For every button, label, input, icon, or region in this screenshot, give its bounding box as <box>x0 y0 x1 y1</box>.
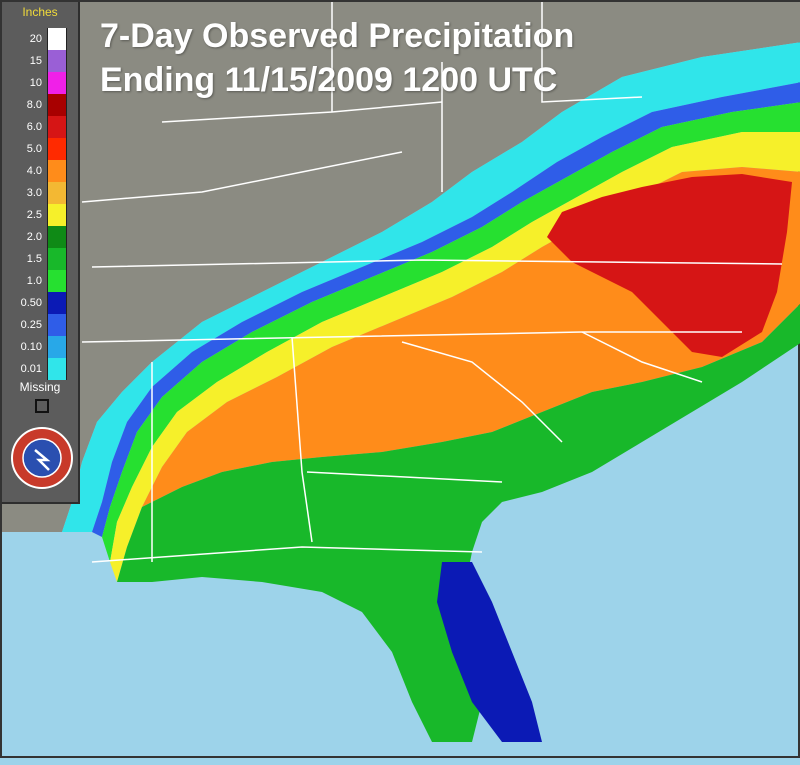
legend-row-label: 10 <box>29 77 42 89</box>
precip-band-0.01 <box>62 42 800 532</box>
legend-row-label: 1.5 <box>26 253 42 265</box>
legend-row-label: 20 <box>29 33 42 45</box>
legend-row-label: 0.10 <box>20 341 42 353</box>
legend-panel: Inches 20 15 10 8.0 6.0 5.0 4.0 3.0 2.5 2.0 1.5 1.0… <box>2 2 80 504</box>
legend-row: 20 <box>2 28 78 50</box>
legend-row-label: 0.25 <box>20 319 42 331</box>
legend-row-label: 0.01 <box>20 363 42 375</box>
legend-row: 2.0 <box>2 226 78 248</box>
precip-band-6.0 <box>547 174 792 357</box>
legend-row: 0.25 <box>2 314 78 336</box>
legend-row: 0.10 <box>2 336 78 358</box>
legend-row: 0.50 <box>2 292 78 314</box>
legend-units: Inches <box>22 5 58 19</box>
legend-row: 5.0 <box>2 138 78 160</box>
legend-row-swatch <box>47 248 67 270</box>
legend-row: 8.0 <box>2 94 78 116</box>
land-base <box>2 2 800 532</box>
state-borders <box>81 2 783 563</box>
legend-row-swatch <box>47 314 67 336</box>
precip-band-1.5 <box>117 304 800 742</box>
legend-row-swatch <box>47 50 67 72</box>
legend-row: 0.01 <box>2 358 78 380</box>
legend-row-label: 8.0 <box>26 99 42 111</box>
missing-swatch <box>35 399 49 413</box>
legend-row: 15 <box>2 50 78 72</box>
map-title-line1: 7-Day Observed Precipitation <box>100 17 575 55</box>
missing-label: Missing <box>19 380 61 394</box>
legend-row-swatch <box>47 358 67 380</box>
legend-row-label: 2.0 <box>26 231 42 243</box>
legend-row-label: 4.0 <box>26 165 42 177</box>
legend-row: 6.0 <box>2 116 78 138</box>
map-title: 7-Day Observed Precipitation Ending 11/1… <box>100 14 574 102</box>
legend-row-swatch <box>47 72 67 94</box>
legend-row-swatch <box>47 182 67 204</box>
legend-row-swatch <box>47 116 67 138</box>
legend-row-swatch <box>47 28 67 50</box>
legend-row-label: 1.0 <box>26 275 42 287</box>
legend-row-swatch <box>47 138 67 160</box>
legend-row-swatch <box>47 226 67 248</box>
legend-row-swatch <box>47 204 67 226</box>
legend-row-label: 0.50 <box>20 297 42 309</box>
legend-row-label: 6.0 <box>26 121 42 133</box>
legend-row-swatch <box>47 94 67 116</box>
legend-row-label: 3.0 <box>26 187 42 199</box>
legend-row: 1.0 <box>2 270 78 292</box>
legend-row: 2.5 <box>2 204 78 226</box>
precip-band-0.50 <box>437 562 542 742</box>
legend-row-swatch <box>47 270 67 292</box>
legend-row: 10 <box>2 72 78 94</box>
legend-row-label: 5.0 <box>26 143 42 155</box>
legend-row: 3.0 <box>2 182 78 204</box>
legend-row-swatch <box>47 336 67 358</box>
legend-row-label: 2.5 <box>26 209 42 221</box>
legend-row-label: 15 <box>29 55 42 67</box>
legend-row: 4.0 <box>2 160 78 182</box>
map-title-line2: Ending 11/15/2009 1200 UTC <box>100 61 558 99</box>
legend-row: 1.5 <box>2 248 78 270</box>
legend-row-swatch <box>47 292 67 314</box>
nws-noaa-seal-icon <box>11 427 73 489</box>
legend-row-swatch <box>47 160 67 182</box>
